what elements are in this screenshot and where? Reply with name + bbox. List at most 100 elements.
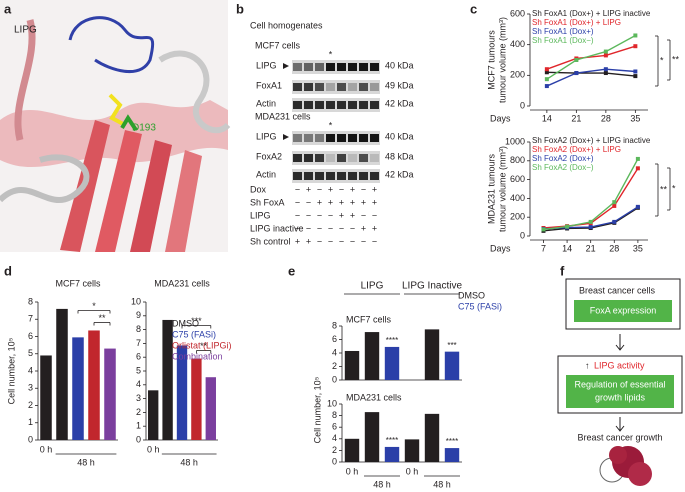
bar xyxy=(344,350,360,380)
blot-band xyxy=(370,154,379,162)
tumour-mass xyxy=(609,446,627,464)
y-tick-label: 1000 xyxy=(505,136,525,146)
condition-sign: + xyxy=(306,236,311,246)
panel-letter: a xyxy=(4,1,12,16)
condition-sign: − xyxy=(339,236,344,246)
blot-band xyxy=(315,172,324,180)
group-label: 48 h xyxy=(373,479,391,489)
blot-band xyxy=(304,134,313,142)
significance-label: ** xyxy=(98,313,106,323)
condition-sign: − xyxy=(317,223,322,233)
bar xyxy=(176,345,188,440)
group-label: 0 h xyxy=(406,466,419,476)
significance-label: **** xyxy=(386,436,398,445)
chart-title: MDA231 cells xyxy=(154,278,210,288)
cell-line: MCF7 cells xyxy=(255,40,301,50)
blot-band xyxy=(348,134,357,142)
data-point xyxy=(635,156,640,161)
x-tick-label: 28 xyxy=(601,113,611,123)
blot-band xyxy=(293,172,302,180)
blot-size: 42 kDa xyxy=(385,169,414,179)
blot-band xyxy=(337,63,346,71)
coil xyxy=(158,50,231,134)
blot-row-label: Actin xyxy=(256,169,276,179)
y-axis-label: Cell number, 10⁵ xyxy=(312,376,322,443)
y-tick-label: 3 xyxy=(136,393,141,403)
x-tick-label: 21 xyxy=(586,243,596,253)
y-tick-label: 2 xyxy=(136,407,141,417)
y-tick-label: 4 xyxy=(28,365,33,375)
condition-sign: − xyxy=(361,210,366,220)
blot-band xyxy=(337,172,346,180)
legend-label: C75 (FASi) xyxy=(458,301,502,311)
y-tick-label: 1 xyxy=(28,417,33,427)
bar xyxy=(424,329,440,380)
blot-band xyxy=(370,83,379,91)
data-point xyxy=(544,84,549,89)
legend-label: Sh FoxA2 (Dox+) + LIPG inactive xyxy=(532,136,651,145)
blot-strip xyxy=(292,80,380,94)
y-tick-label: 8 xyxy=(28,296,33,306)
blot-band xyxy=(348,154,357,162)
condition-sign: − xyxy=(306,223,311,233)
blot-band xyxy=(337,101,346,109)
coil xyxy=(14,19,36,141)
bar xyxy=(162,319,173,440)
condition-sign: − xyxy=(361,236,366,246)
condition-sign: + xyxy=(328,197,333,207)
blot-band xyxy=(348,172,357,180)
panel-letter: c xyxy=(470,1,477,16)
panel-letter: e xyxy=(288,263,295,278)
blot-strip xyxy=(292,169,380,183)
group-label: 48 h xyxy=(433,479,451,489)
condition-sign: + xyxy=(339,210,344,220)
blot-band xyxy=(359,83,368,91)
condition-sign: − xyxy=(372,210,377,220)
blot-strip xyxy=(292,151,380,165)
bar xyxy=(444,351,460,380)
condition-sign: − xyxy=(306,210,311,220)
protein-structure xyxy=(0,0,231,252)
y-tick-label: 3 xyxy=(28,383,33,393)
panel-letter: d xyxy=(4,263,12,278)
bar xyxy=(384,446,400,462)
y-tick-label: 6 xyxy=(28,331,33,341)
blot-band xyxy=(293,134,302,142)
group-label: 48 h xyxy=(180,457,198,467)
blot-band xyxy=(304,101,313,109)
significance-label: ** xyxy=(200,341,208,351)
blot-band xyxy=(337,83,346,91)
significance-label: *** xyxy=(447,341,456,350)
blot-row-label: LIPG xyxy=(256,131,277,141)
y-tick-label: 10 xyxy=(327,398,337,408)
chart-title: MCF7 cells xyxy=(55,278,101,288)
data-point xyxy=(603,49,608,54)
y-axis-label: MDA231 tumours xyxy=(486,153,496,224)
bar xyxy=(364,412,380,462)
y-tick-label: 800 xyxy=(510,155,525,165)
condition-sign: − xyxy=(317,210,322,220)
x-tick-label: 14 xyxy=(562,243,572,253)
blot-band xyxy=(326,172,335,180)
significance-label: ** xyxy=(660,184,668,194)
blot-band xyxy=(359,63,368,71)
bar xyxy=(40,355,52,440)
condition-sign: − xyxy=(328,236,333,246)
condition-sign: − xyxy=(328,223,333,233)
blot-row-label: FoxA1 xyxy=(256,80,282,90)
condition-sign: + xyxy=(372,184,377,194)
data-point xyxy=(544,77,549,82)
x-tick-label: 35 xyxy=(630,113,640,123)
data-point xyxy=(635,166,640,171)
blot-band xyxy=(326,83,335,91)
blot-arrow xyxy=(283,134,289,140)
blot-band xyxy=(370,63,379,71)
blot-size: 49 kDa xyxy=(385,80,414,90)
condition-sign: − xyxy=(328,210,333,220)
flow-arrow xyxy=(615,334,625,351)
condition-sign: − xyxy=(350,223,355,233)
blot-band xyxy=(293,63,302,71)
condition-sign: − xyxy=(372,236,377,246)
blot-band xyxy=(315,134,324,142)
